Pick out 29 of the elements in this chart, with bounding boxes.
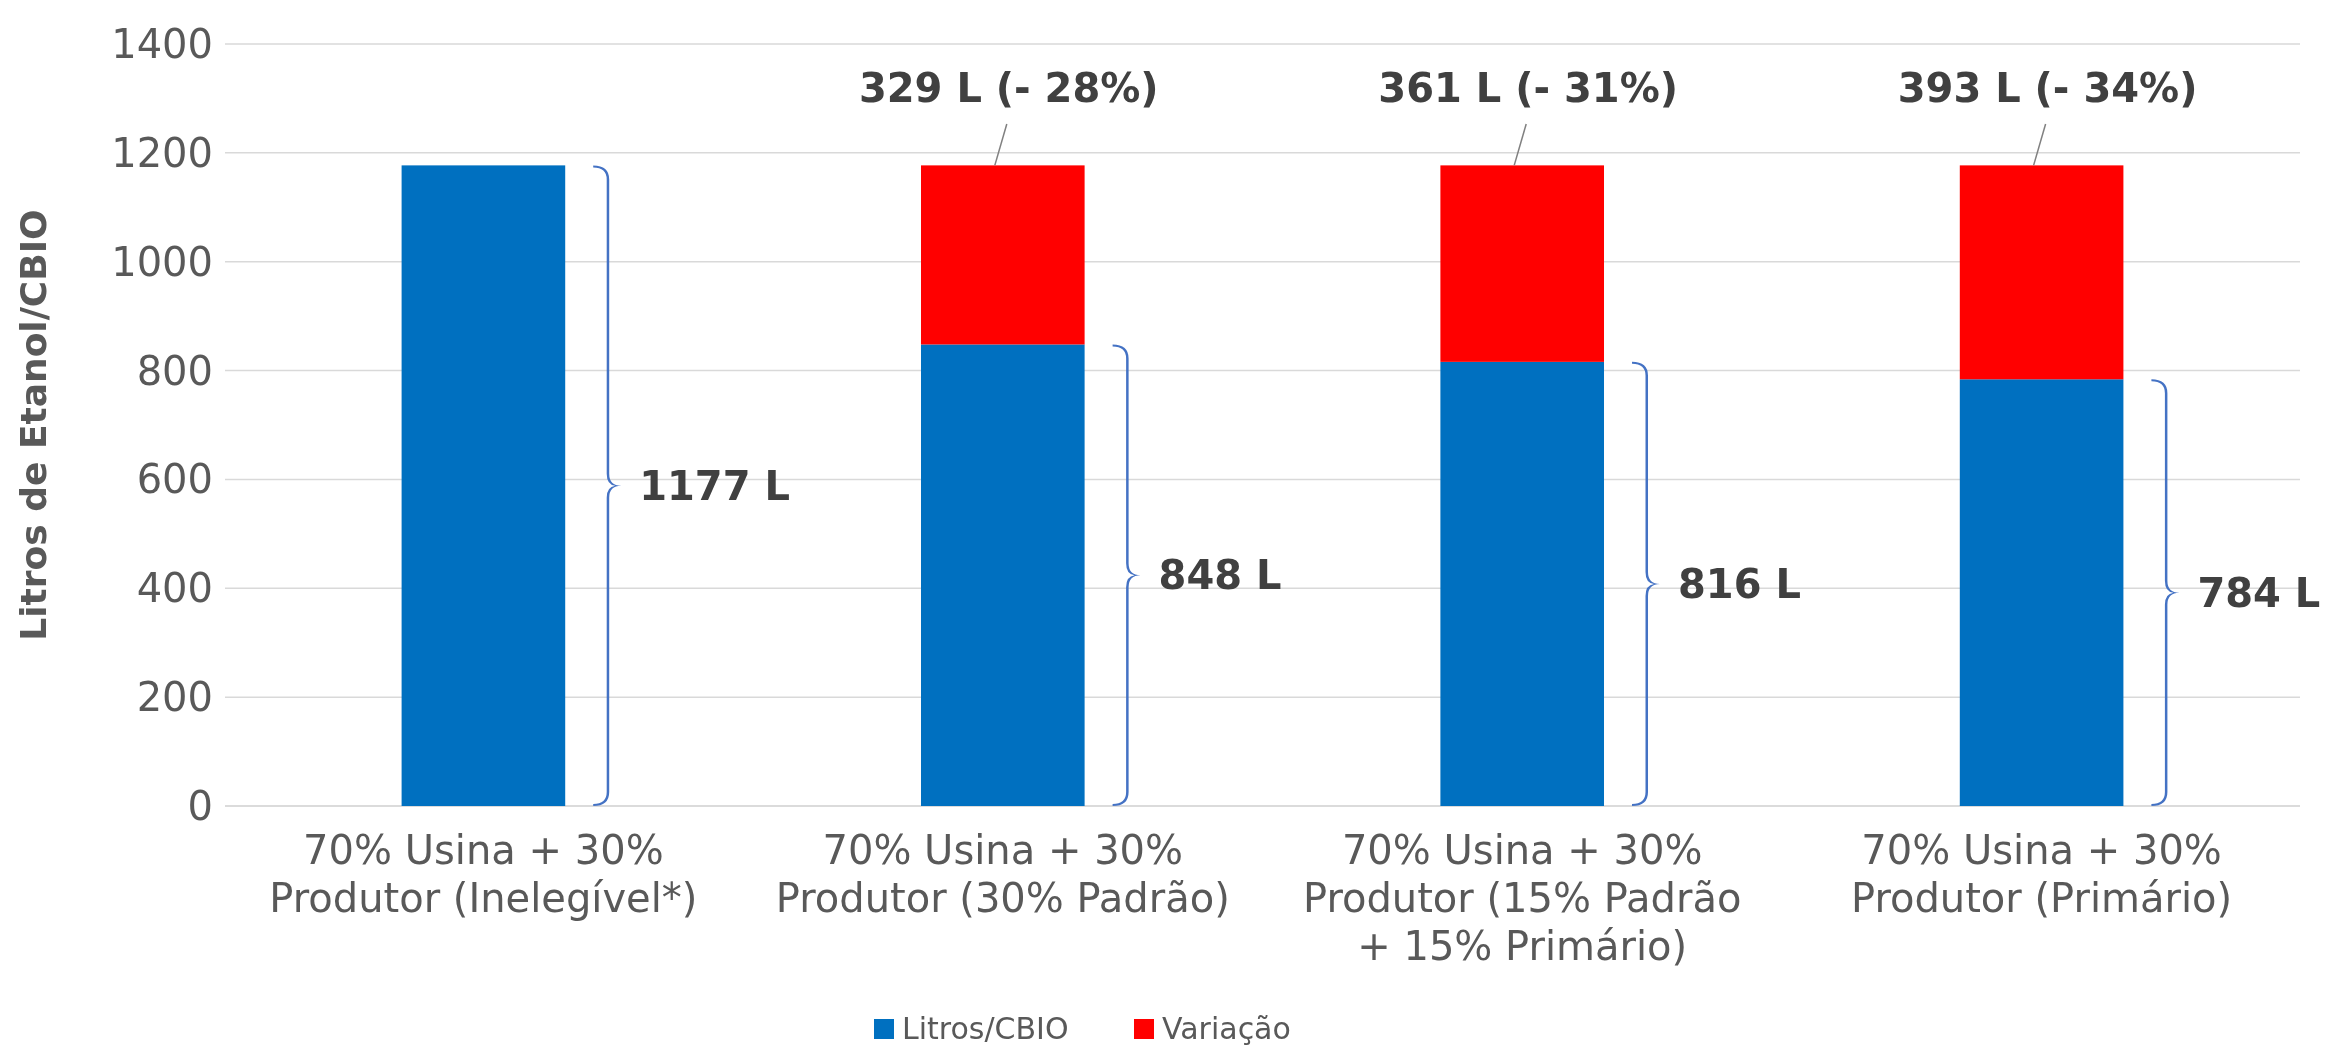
y-tick-label: 1000 — [111, 238, 213, 285]
annotation: 848 L — [1158, 552, 1282, 599]
y-tick-label: 1400 — [111, 21, 213, 67]
y-tick-label: 600 — [136, 456, 213, 503]
annotation: 784 L — [2197, 569, 2321, 616]
x-tick-label: 70% Usina + 30% Produtor (Inelegível*) — [269, 827, 698, 921]
bar — [1440, 165, 1604, 362]
bar — [1440, 361, 1604, 806]
data-label: 329 L (- 28%) — [858, 65, 1159, 111]
y-tick-label: 200 — [136, 674, 213, 721]
annotation: 816 L — [1678, 560, 1801, 607]
data-label: 361 L (- 31%) — [1378, 65, 1679, 111]
x-tick-label: 70% Usina + 30% Produtor (15% Padrão + 15% Primário) — [1303, 827, 1742, 969]
y-tick-label: 1200 — [111, 129, 213, 176]
x-tick-label: 70% Usina + 30% Produtor (30% Padrão) — [775, 827, 1230, 921]
annotation: 1177 L — [639, 462, 790, 509]
x-tick-label: 70% Usina + 30% Produtor (Primário) — [1850, 827, 2233, 921]
data-label: 393 L (- 34%) — [1897, 65, 2198, 111]
bar — [1959, 379, 2124, 806]
y-axis-title: Litros de Etanol/CBIO — [13, 209, 54, 641]
bar — [921, 165, 1085, 345]
y-tick-label: 0 — [187, 783, 213, 829]
bar — [921, 344, 1085, 806]
legend-label: Litros/CBIO — [902, 1011, 1069, 1046]
legend-label: Variação — [1162, 1011, 1291, 1046]
bar — [1959, 165, 2124, 380]
y-tick-label: 800 — [136, 347, 213, 394]
bar — [401, 165, 566, 806]
y-tick-label: 400 — [136, 565, 213, 612]
